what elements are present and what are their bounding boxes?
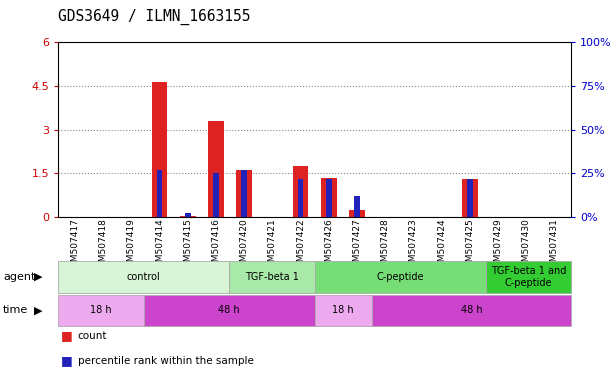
Bar [298, 179, 304, 217]
Bar [58, 295, 144, 326]
Text: agent: agent [3, 272, 35, 282]
Text: 18 h: 18 h [332, 305, 354, 315]
Text: 18 h: 18 h [90, 305, 112, 315]
Text: percentile rank within the sample: percentile rank within the sample [78, 356, 254, 366]
Bar [486, 261, 571, 293]
Text: ▶: ▶ [34, 272, 42, 282]
Text: ■: ■ [61, 329, 73, 342]
Text: TGF-beta 1: TGF-beta 1 [245, 272, 299, 282]
Bar [185, 214, 191, 217]
Bar [467, 179, 472, 217]
Text: ■: ■ [61, 354, 73, 367]
Text: ▶: ▶ [34, 305, 42, 315]
Bar [213, 173, 219, 217]
Bar [229, 261, 315, 293]
Bar [462, 179, 478, 217]
Bar [241, 170, 247, 217]
Text: count: count [78, 331, 107, 341]
Bar [144, 295, 315, 326]
Text: GDS3649 / ILMN_1663155: GDS3649 / ILMN_1663155 [58, 9, 251, 25]
Text: time: time [3, 305, 28, 315]
Bar [152, 81, 167, 217]
Bar [315, 295, 371, 326]
Bar [371, 295, 571, 326]
Bar [58, 261, 229, 293]
Bar [157, 170, 163, 217]
Text: TGF-beta 1 and
C-peptide: TGF-beta 1 and C-peptide [491, 266, 566, 288]
Bar [321, 178, 337, 217]
Bar [293, 166, 309, 217]
Bar [326, 179, 332, 217]
Bar [236, 170, 252, 217]
Text: control: control [126, 272, 161, 282]
Text: C-peptide: C-peptide [376, 272, 424, 282]
Text: 48 h: 48 h [461, 305, 482, 315]
Bar [354, 196, 360, 217]
Bar [180, 215, 196, 217]
Bar [349, 210, 365, 217]
Text: 48 h: 48 h [218, 305, 240, 315]
Bar [208, 121, 224, 217]
Bar [315, 261, 486, 293]
